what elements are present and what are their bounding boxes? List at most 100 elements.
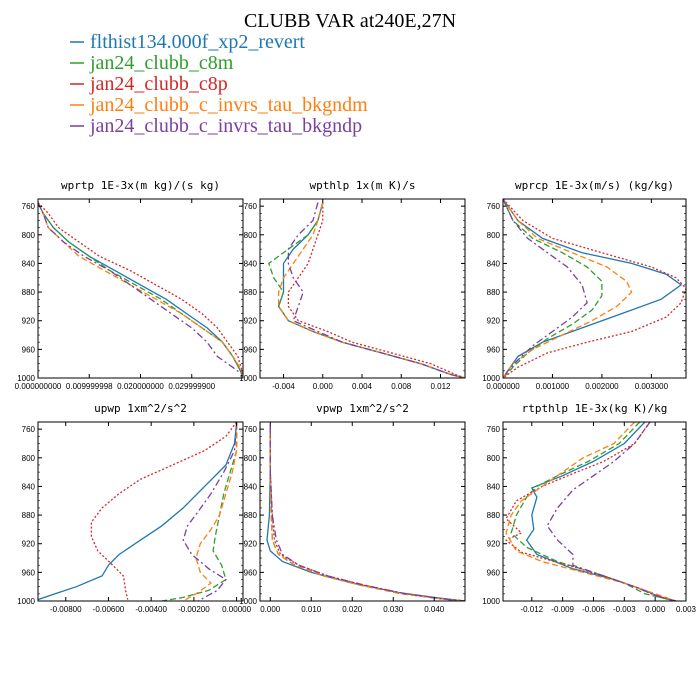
panel: rtpthlp 1E-3x(kg K)/kg 760 800 840 880 920 960… [482,402,696,614]
series-line [503,199,603,378]
x-tick-label: -0.006 [582,605,605,614]
legend-label: jan24_clubb_c8m [89,52,234,74]
series-line [525,422,676,601]
y-tick-label: 960 [244,345,258,354]
panel-title: rtpthlp 1E-3x(kg K)/kg [522,402,668,415]
y-tick-label: 800 [244,231,258,240]
y-tick-label: 800 [487,231,501,240]
series-line [38,202,243,377]
x-tick-label: 0.010 [301,605,322,614]
y-tick-label: 920 [244,317,258,326]
y-tick-label: 800 [22,231,36,240]
x-tick-label: 0.000000000 [15,382,62,391]
legend: flthist134.000f_xp2_revertjan24_clubb_c8… [70,31,368,137]
y-tick-label: 760 [244,202,258,211]
x-tick-label: 0.003000 [635,382,669,391]
x-tick-label: -0.00400 [135,605,167,614]
series-line [277,202,465,378]
series-line [504,422,676,601]
legend-item: jan24_clubb_c8m [70,52,234,74]
y-tick-label: 960 [487,345,501,354]
y-tick-label: 840 [244,259,258,268]
panel: vpwp 1xm^2/s^2 760 800 840 880 920 960 10000.00… [239,402,466,614]
y-tick-label: 880 [244,288,258,297]
y-tick-label: 960 [244,568,258,577]
y-tick-label: 760 [22,202,36,211]
series-line [505,422,676,601]
series-line [503,199,686,378]
y-tick-label: 920 [487,540,501,549]
series-line [38,202,243,377]
series-line [287,202,465,378]
series-line [38,202,243,377]
series-line [90,422,238,600]
panel-title: wprtp 1E-3x(m kg)/(s kg) [61,179,220,192]
y-tick-label: 960 [22,568,36,577]
x-tick-label: 0.008 [391,382,412,391]
legend-label: flthist134.000f_xp2_revert [90,31,305,53]
legend-label: jan24_clubb_c8p [89,73,228,95]
series-line [38,202,243,375]
series-line [269,425,465,601]
y-tick-label: 800 [487,454,501,463]
series-line [269,425,465,601]
y-tick-label: 760 [487,202,501,211]
y-tick-label: 1000 [17,597,35,606]
x-tick-label: 0.000 [260,605,281,614]
y-tick-label: 1000 [239,597,257,606]
legend-item: jan24_clubb_c8p [70,73,228,95]
y-tick-label: 840 [487,482,501,491]
y-tick-label: 1000 [239,374,257,383]
x-tick-label: 0.000000 [486,382,520,391]
legend-item: flthist134.000f_xp2_revert [70,31,305,53]
panel: wpthlp 1x(m K)/s 760 800 840 880 920 960 1000 -0… [239,179,466,391]
panel-title: upwp 1xm^2/s^2 [94,402,187,415]
series-line [38,202,243,377]
x-tick-label: -0.004 [272,382,295,391]
series-line [277,202,465,378]
y-tick-label: 840 [487,259,501,268]
series-line [287,202,465,378]
x-tick-label: 0.001000 [536,382,570,391]
y-tick-label: 800 [244,454,258,463]
y-tick-label: 840 [22,482,36,491]
legend-item: jan24_clubb_c_invrs_tau_bkgndm [70,94,368,116]
series-line [269,425,465,601]
y-tick-label: 1000 [482,374,500,383]
series-line [182,423,238,601]
series-line [503,199,683,378]
x-tick-label: 0.020000000 [117,382,164,391]
plot-frame [502,421,687,602]
panel-title: wprcp 1E-3x(m/s) (kg/kg) [515,179,674,192]
y-tick-label: 960 [22,345,36,354]
y-tick-label: 1000 [482,597,500,606]
y-tick-label: 1000 [17,374,35,383]
x-tick-label: 0.002000 [585,382,619,391]
y-tick-label: 880 [487,511,501,520]
y-tick-label: 760 [22,425,36,434]
y-tick-label: 880 [22,288,36,297]
x-tick-label: -0.009 [551,605,574,614]
x-tick-label: 0.029999900 [168,382,215,391]
series-line [161,423,238,601]
y-tick-label: 880 [244,511,258,520]
y-tick-label: 800 [22,454,36,463]
series-line [546,422,676,601]
legend-label: jan24_clubb_c_invrs_tau_bkgndm [89,94,368,116]
legend-label: jan24_clubb_c_invrs_tau_bkgndp [89,115,362,137]
y-tick-label: 920 [487,317,501,326]
x-tick-label: -0.00200 [178,605,210,614]
y-tick-label: 880 [22,511,36,520]
x-tick-label: 0.020 [342,605,363,614]
x-tick-label: 0.030 [383,605,404,614]
panel: wprcp 1E-3x(m/s) (kg/kg) 760 800 840 880 920 9… [482,179,687,391]
x-tick-label: -0.003 [613,605,636,614]
y-tick-label: 760 [487,425,501,434]
panels: wprtp 1E-3x(m kg)/(s kg) 760 800 840 880 920 9… [15,179,697,614]
legend-item: jan24_clubb_c_invrs_tau_bkgndp [70,115,362,137]
panel: upwp 1xm^2/s^2 760 800 840 880 920 960 1000 -0.0… [17,402,251,614]
plot-frame [37,421,244,602]
x-tick-label: 0.00000 [222,605,251,614]
x-tick-label: -0.00600 [93,605,125,614]
